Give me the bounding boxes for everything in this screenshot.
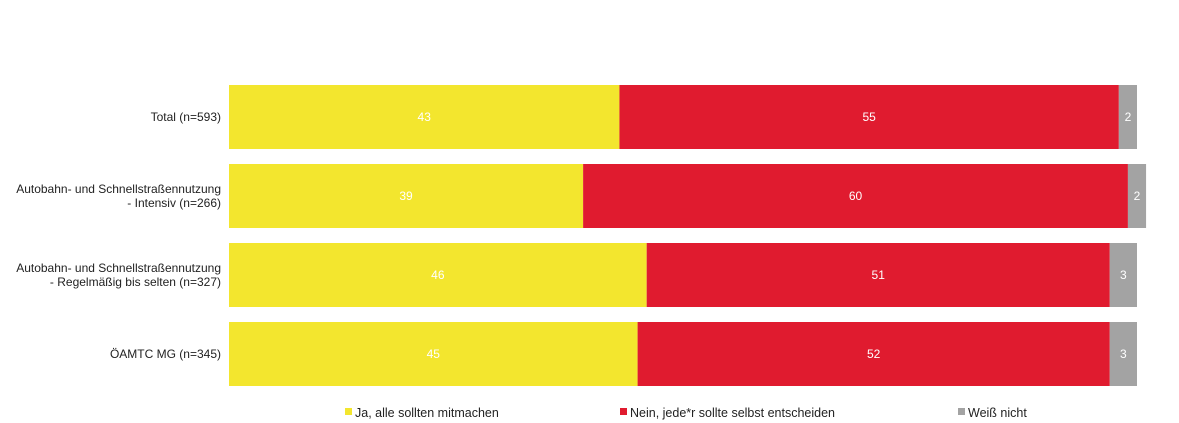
legend-label: Ja, alle sollten mitmachen (355, 406, 499, 420)
data-label: 55 (862, 110, 876, 124)
data-label: 3 (1120, 268, 1127, 282)
data-label: 60 (849, 189, 863, 203)
bar-segment (229, 243, 647, 307)
bar-segment (1109, 243, 1137, 307)
category-label: Total (n=593) (151, 110, 221, 124)
legend: Ja, alle sollten mitmachen Nein, jede*r s… (345, 406, 1027, 420)
bar-segment (229, 164, 584, 228)
bar-segment (583, 164, 1128, 228)
category-label-line: Total (n=593) (151, 110, 221, 124)
data-label: 46 (431, 268, 445, 282)
category-label-line: Autobahn- und Schnellstraßennutzung (16, 182, 221, 196)
category-label: ÖAMTC MG (n=345) (110, 347, 221, 361)
data-label: 2 (1134, 189, 1141, 203)
bar-segment (1127, 164, 1147, 228)
category-label-line: ÖAMTC MG (n=345) (110, 347, 221, 361)
legend-label: Nein, jede*r sollte selbst entscheiden (630, 406, 835, 420)
category-labels: Total (n=593) Autobahn- und Schnellstraße… (16, 110, 221, 361)
data-label: 43 (418, 110, 432, 124)
bar-segment (229, 85, 620, 149)
category-label-line: - Regelmäßig bis selten (n=327) (50, 275, 221, 289)
legend-swatch (958, 408, 965, 415)
bar-segment (619, 85, 1119, 149)
bar-segment (1109, 322, 1137, 386)
category-label: Autobahn- und Schnellstraßennutzung - Reg… (16, 261, 221, 289)
data-label: 3 (1120, 347, 1127, 361)
data-label: 2 (1125, 110, 1132, 124)
bar-segment (229, 322, 638, 386)
data-label: 51 (872, 268, 886, 282)
category-label-line: Autobahn- und Schnellstraßennutzung (16, 261, 221, 275)
legend-label: Weiß nicht (968, 406, 1027, 420)
data-label: 39 (399, 189, 413, 203)
legend-swatch (620, 408, 627, 415)
legend-swatch (345, 408, 352, 415)
bars-layer: 43 55 2 39 60 2 46 51 3 45 52 3 (229, 85, 1147, 386)
bar-segment (1118, 85, 1137, 149)
data-label: 52 (867, 347, 881, 361)
bar-segment (637, 322, 1110, 386)
bar-segment (646, 243, 1110, 307)
category-label-line: - Intensiv (n=266) (127, 196, 221, 210)
category-label: Autobahn- und Schnellstraßennutzung - Int… (16, 182, 221, 210)
data-label: 45 (427, 347, 441, 361)
